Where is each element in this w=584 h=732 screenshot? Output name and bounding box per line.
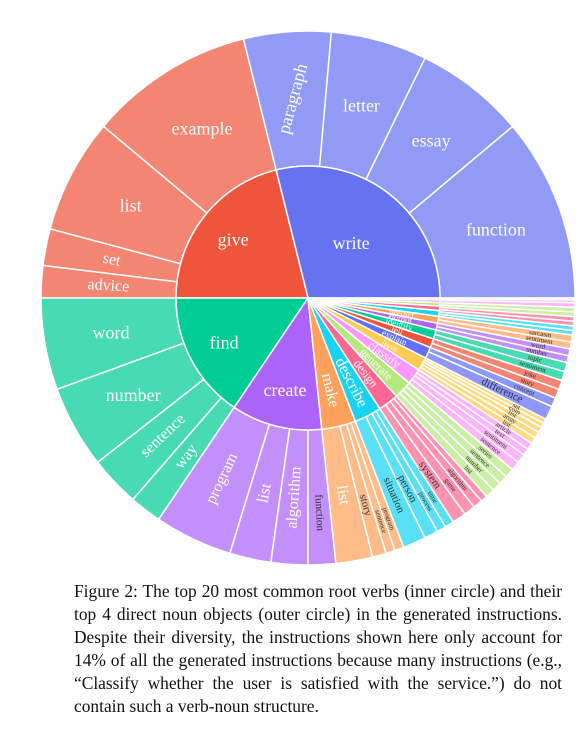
outer-label: advice <box>87 276 130 296</box>
sunburst-figure: write give find create make describe design gen… <box>0 0 584 570</box>
figure-caption: Figure 2: The top 20 most common root ve… <box>74 580 562 718</box>
outer-label: number <box>106 385 161 405</box>
inner-label: write <box>333 233 370 253</box>
outer-label: word <box>93 323 130 343</box>
outer-label: list <box>120 196 142 216</box>
outer-label: example <box>172 118 233 138</box>
outer-label: essay <box>412 130 451 150</box>
outer-segment <box>440 298 575 300</box>
outer-label: list <box>333 484 353 507</box>
outer-label: function <box>312 494 326 532</box>
outer-label: function <box>466 220 526 240</box>
inner-label: find <box>210 333 239 353</box>
inner-label: create <box>264 380 307 400</box>
inner-label: give <box>218 230 249 250</box>
outer-label: letter <box>343 95 380 115</box>
